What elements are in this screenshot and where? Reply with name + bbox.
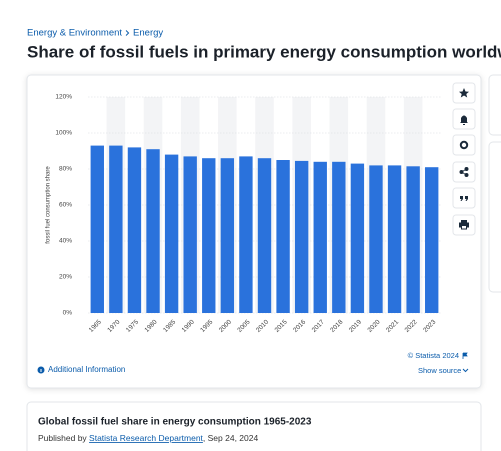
y-tick-label: 0% <box>63 310 73 317</box>
details-published: Published by Statista Research Departmen… <box>38 433 258 443</box>
breadcrumb-separator <box>125 30 130 36</box>
bar <box>239 156 253 313</box>
share-button[interactable] <box>452 161 476 183</box>
page-title: Share of fossil fuels in primary energy … <box>27 42 501 61</box>
y-tick-label: 40% <box>59 238 72 245</box>
quote-icon <box>460 196 468 201</box>
chevron-icon <box>462 368 469 373</box>
details-card <box>26 401 482 451</box>
print-icon <box>459 220 469 230</box>
bar <box>109 145 123 313</box>
bar <box>387 165 402 313</box>
toolbar <box>452 82 476 236</box>
cite-button[interactable] <box>452 187 476 209</box>
flag-icon <box>462 352 468 359</box>
bar <box>257 158 272 313</box>
settings-button[interactable] <box>452 134 476 156</box>
publisher-link[interactable]: Statista Research Department <box>89 433 203 443</box>
y-axis-label: fossil fuel consumption share <box>46 166 52 244</box>
bar <box>127 147 142 313</box>
bar <box>146 149 160 313</box>
breadcrumb-link[interactable]: Energy & Environment <box>27 28 122 39</box>
bar <box>350 163 365 313</box>
share-icon <box>459 167 469 177</box>
bar <box>406 166 420 313</box>
bar <box>313 161 327 313</box>
y-tick-label: 100% <box>55 130 72 137</box>
y-tick-label: 20% <box>59 274 72 281</box>
star-icon <box>459 88 469 98</box>
bar <box>369 165 383 313</box>
side-card <box>488 74 501 136</box>
y-tick-label: 60% <box>59 202 72 209</box>
bar <box>183 156 197 313</box>
details-title: Global fossil fuel share in energy consu… <box>38 417 312 428</box>
additional-info-link[interactable]: Additional Information <box>48 365 125 374</box>
bar <box>332 161 346 313</box>
bar <box>202 158 216 313</box>
bar <box>294 160 309 313</box>
copyright[interactable]: © Statista 2024 <box>408 351 459 360</box>
info-icon-glyph <box>40 369 42 372</box>
bar <box>425 167 439 313</box>
breadcrumb-link[interactable]: Energy <box>133 28 163 39</box>
published-by: Published by <box>38 433 87 443</box>
side-card <box>488 141 501 293</box>
bar <box>164 154 179 313</box>
y-tick-label: 120% <box>55 94 72 101</box>
published-date: , Sep 24, 2024 <box>203 433 259 443</box>
show-source-link[interactable]: Show source <box>418 366 461 375</box>
y-tick-label: 80% <box>59 166 72 173</box>
bar <box>90 145 104 313</box>
bar <box>276 160 290 313</box>
bar <box>220 158 235 313</box>
bell-icon <box>460 115 468 125</box>
print-icon-paper <box>462 226 466 229</box>
gear-icon <box>459 140 469 150</box>
chart: 0%20%40%60%80%100%120%1965 1970 1975 1980 19… <box>55 94 441 334</box>
